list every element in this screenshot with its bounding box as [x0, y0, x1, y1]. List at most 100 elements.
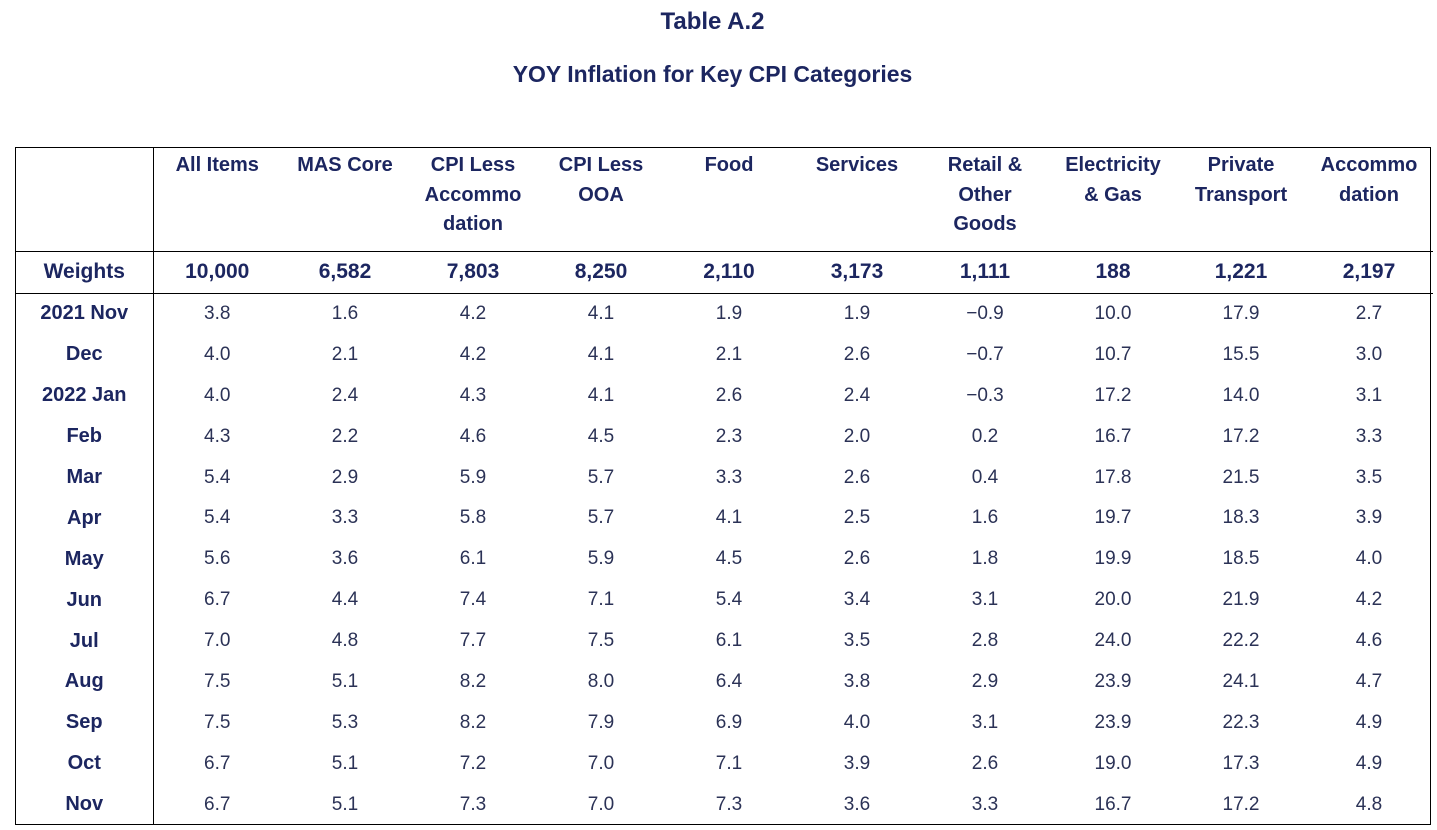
- value-cell: 7.0: [204, 630, 231, 652]
- column-header-line: Food: [704, 154, 754, 176]
- weight-cell: 6,582: [281, 251, 409, 294]
- value-cell: 21.9: [1222, 589, 1260, 611]
- value-cell: 18.5: [1222, 548, 1260, 570]
- weight-cell: 188: [1049, 251, 1177, 294]
- value-cell: 7.3: [715, 793, 743, 815]
- value-cell: 1.9: [715, 302, 743, 324]
- weight-cell: 2,110: [665, 251, 793, 294]
- value-cell: 6.9: [715, 711, 743, 733]
- row-label: Apr: [16, 497, 154, 539]
- value-cell: 5.4: [204, 466, 231, 488]
- value-cell: 2.3: [715, 425, 743, 447]
- value-cell: 3.9: [843, 752, 871, 774]
- value-cell: 22.3: [1222, 711, 1260, 733]
- weights-row: Weights 10,000 6,582 7,803 8,250 2,110 3,173 1…: [16, 251, 1433, 294]
- column-header-line: Private: [1207, 154, 1275, 176]
- table-title: Table A.2: [660, 8, 765, 35]
- value-cell: 23.9: [1094, 711, 1132, 733]
- row-label: Aug: [16, 661, 154, 703]
- table-row: Apr 5.4 3.3 5.8 5.7 4.1 2.5 1.6 19.7 18.3 3.9: [16, 497, 1433, 539]
- value-cell: 23.9: [1094, 670, 1132, 692]
- column-header: Accommo dation: [1305, 148, 1433, 252]
- value-cell: 10.0: [1094, 302, 1132, 324]
- value-cell: −0.9: [966, 302, 1004, 324]
- value-cell: 4.0: [204, 343, 231, 365]
- value-cell: 4.6: [1355, 630, 1383, 652]
- value-cell: 7.5: [204, 711, 231, 733]
- value-cell: 7.4: [459, 589, 487, 611]
- value-cell: 17.2: [1222, 793, 1260, 815]
- value-cell: 3.3: [715, 466, 743, 488]
- value-cell: 1.6: [971, 507, 999, 529]
- value-cell: 2.1: [715, 343, 743, 365]
- table-row: 2021 Nov 3.8 1.6 4.2 4.1 1.9 1.9 −0.9 10.0 17.9 2.…: [16, 293, 1433, 335]
- value-cell: 3.1: [971, 589, 999, 611]
- table-row: Aug 7.5 5.1 8.2 8.0 6.4 3.8 2.9 23.9 24.1 4.7: [16, 661, 1433, 703]
- column-header: All Items: [153, 148, 281, 252]
- value-cell: 2.6: [843, 343, 871, 365]
- value-cell: 6.1: [715, 630, 743, 652]
- value-cell: 0.4: [971, 466, 999, 488]
- column-header: MAS Core: [281, 148, 409, 252]
- value-cell: 17.2: [1094, 384, 1132, 406]
- value-cell: 2.2: [331, 425, 359, 447]
- column-header-line: Retail &: [947, 154, 1023, 176]
- value-cell: 5.1: [331, 752, 359, 774]
- value-cell: 5.4: [715, 589, 743, 611]
- value-cell: 21.5: [1222, 466, 1260, 488]
- column-header-line: Accommo: [424, 183, 522, 206]
- value-cell: 4.5: [715, 548, 743, 570]
- cpi-table-frame: All Items MAS Core CPI Less Accommo dation CP…: [15, 147, 1433, 826]
- value-cell: 6.4: [715, 670, 743, 692]
- column-header: Electricity & Gas: [1049, 148, 1177, 252]
- value-cell: 6.7: [204, 752, 231, 774]
- value-cell: 3.9: [1355, 507, 1383, 529]
- value-cell: 16.7: [1094, 425, 1132, 447]
- value-cell: 2.8: [971, 630, 999, 652]
- value-cell: 5.7: [587, 507, 615, 529]
- value-cell: 7.0: [587, 752, 615, 774]
- value-cell: 7.1: [715, 752, 743, 774]
- value-cell: 3.5: [843, 630, 871, 652]
- value-cell: 4.6: [459, 425, 487, 447]
- value-cell: 4.1: [587, 343, 615, 365]
- value-cell: 3.5: [1355, 466, 1383, 488]
- column-header: Retail & Other Goods: [921, 148, 1049, 252]
- value-cell: 2.6: [843, 548, 871, 570]
- value-cell: 4.1: [715, 507, 743, 529]
- column-header-line: Transport: [1194, 183, 1288, 206]
- column-header-line: dation: [1339, 183, 1399, 206]
- row-label: Jul: [16, 620, 154, 662]
- header-row: All Items MAS Core CPI Less Accommo dation CP…: [16, 148, 1433, 252]
- weight-cell: 8,250: [537, 251, 665, 294]
- table-row: Mar 5.4 2.9 5.9 5.7 3.3 2.6 0.4 17.8 21.5 3.5: [16, 457, 1433, 498]
- value-cell: 2.4: [843, 384, 871, 406]
- value-cell: 8.0: [587, 670, 615, 692]
- value-cell: 2.1: [331, 343, 359, 365]
- column-header-line: OOA: [578, 183, 624, 206]
- table-row: Oct 6.7 5.1 7.2 7.0 7.1 3.9 2.6 19.0 17.3 4.9: [16, 743, 1433, 785]
- value-cell: 5.8: [459, 507, 487, 529]
- value-cell: 7.5: [587, 630, 615, 652]
- column-header: CPI Less Accommo dation: [409, 148, 537, 252]
- value-cell: 4.8: [331, 630, 359, 652]
- value-cell: 7.7: [459, 630, 487, 652]
- value-cell: 3.0: [1355, 343, 1383, 365]
- table-body: Weights 10,000 6,582 7,803 8,250 2,110 3,173 1…: [16, 251, 1433, 826]
- value-cell: 5.9: [459, 466, 487, 488]
- value-cell: 2.9: [331, 466, 359, 488]
- value-cell: 2.5: [843, 507, 871, 529]
- value-cell: 3.8: [204, 302, 231, 324]
- value-cell: −0.7: [966, 343, 1004, 365]
- value-cell: 7.1: [587, 589, 615, 611]
- column-header: Private Transport: [1177, 148, 1305, 252]
- value-cell: 5.4: [204, 507, 231, 529]
- value-cell: 22.2: [1222, 630, 1260, 652]
- value-cell: 10.7: [1094, 343, 1132, 365]
- value-cell: 8.2: [459, 670, 487, 692]
- column-header: CPI Less OOA: [537, 148, 665, 252]
- column-header-line: Electricity: [1065, 154, 1161, 176]
- value-cell: 2.0: [843, 425, 871, 447]
- value-cell: 7.2: [459, 752, 487, 774]
- weight-cell: 10,000: [153, 251, 281, 294]
